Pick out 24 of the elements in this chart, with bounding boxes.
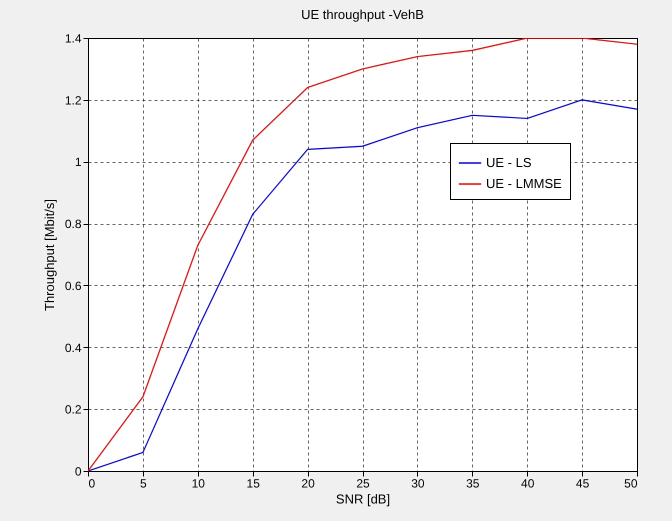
y-axis-title: Throughput [Mbit/s] bbox=[42, 199, 57, 311]
x-tick-label: 40 bbox=[521, 476, 535, 490]
x-tick-label: 5 bbox=[140, 476, 148, 490]
chart-title: UE throughput -VehB bbox=[301, 7, 424, 22]
y-tick-label: 1 bbox=[74, 155, 82, 170]
y-tick-label: 0.4 bbox=[64, 340, 82, 355]
y-tick-label: 0 bbox=[74, 464, 82, 478]
x-tick-label: 35 bbox=[466, 476, 480, 490]
x-tick-label: 50 bbox=[624, 476, 638, 490]
y-tick-label: 1.4 bbox=[64, 32, 82, 46]
x-tick-label: 25 bbox=[356, 476, 370, 490]
x-tick-label: 20 bbox=[301, 476, 316, 490]
x-tick-label: 30 bbox=[411, 476, 425, 490]
y-tick-label: 0.8 bbox=[64, 217, 82, 232]
y-tick-label: 0.2 bbox=[64, 402, 82, 417]
y-tick-label: 0.6 bbox=[64, 278, 82, 293]
y-tick-label: 1.2 bbox=[64, 93, 82, 108]
x-axis-title: SNR [dB] bbox=[336, 492, 390, 506]
legend-label: UE - LMMSE bbox=[486, 176, 562, 191]
x-tick-label: 0 bbox=[88, 476, 96, 490]
x-tick-label: 45 bbox=[576, 476, 590, 490]
x-tick-label: 10 bbox=[192, 476, 206, 490]
legend-label: UE - LS bbox=[486, 155, 532, 170]
x-tick-label: 15 bbox=[246, 476, 260, 490]
